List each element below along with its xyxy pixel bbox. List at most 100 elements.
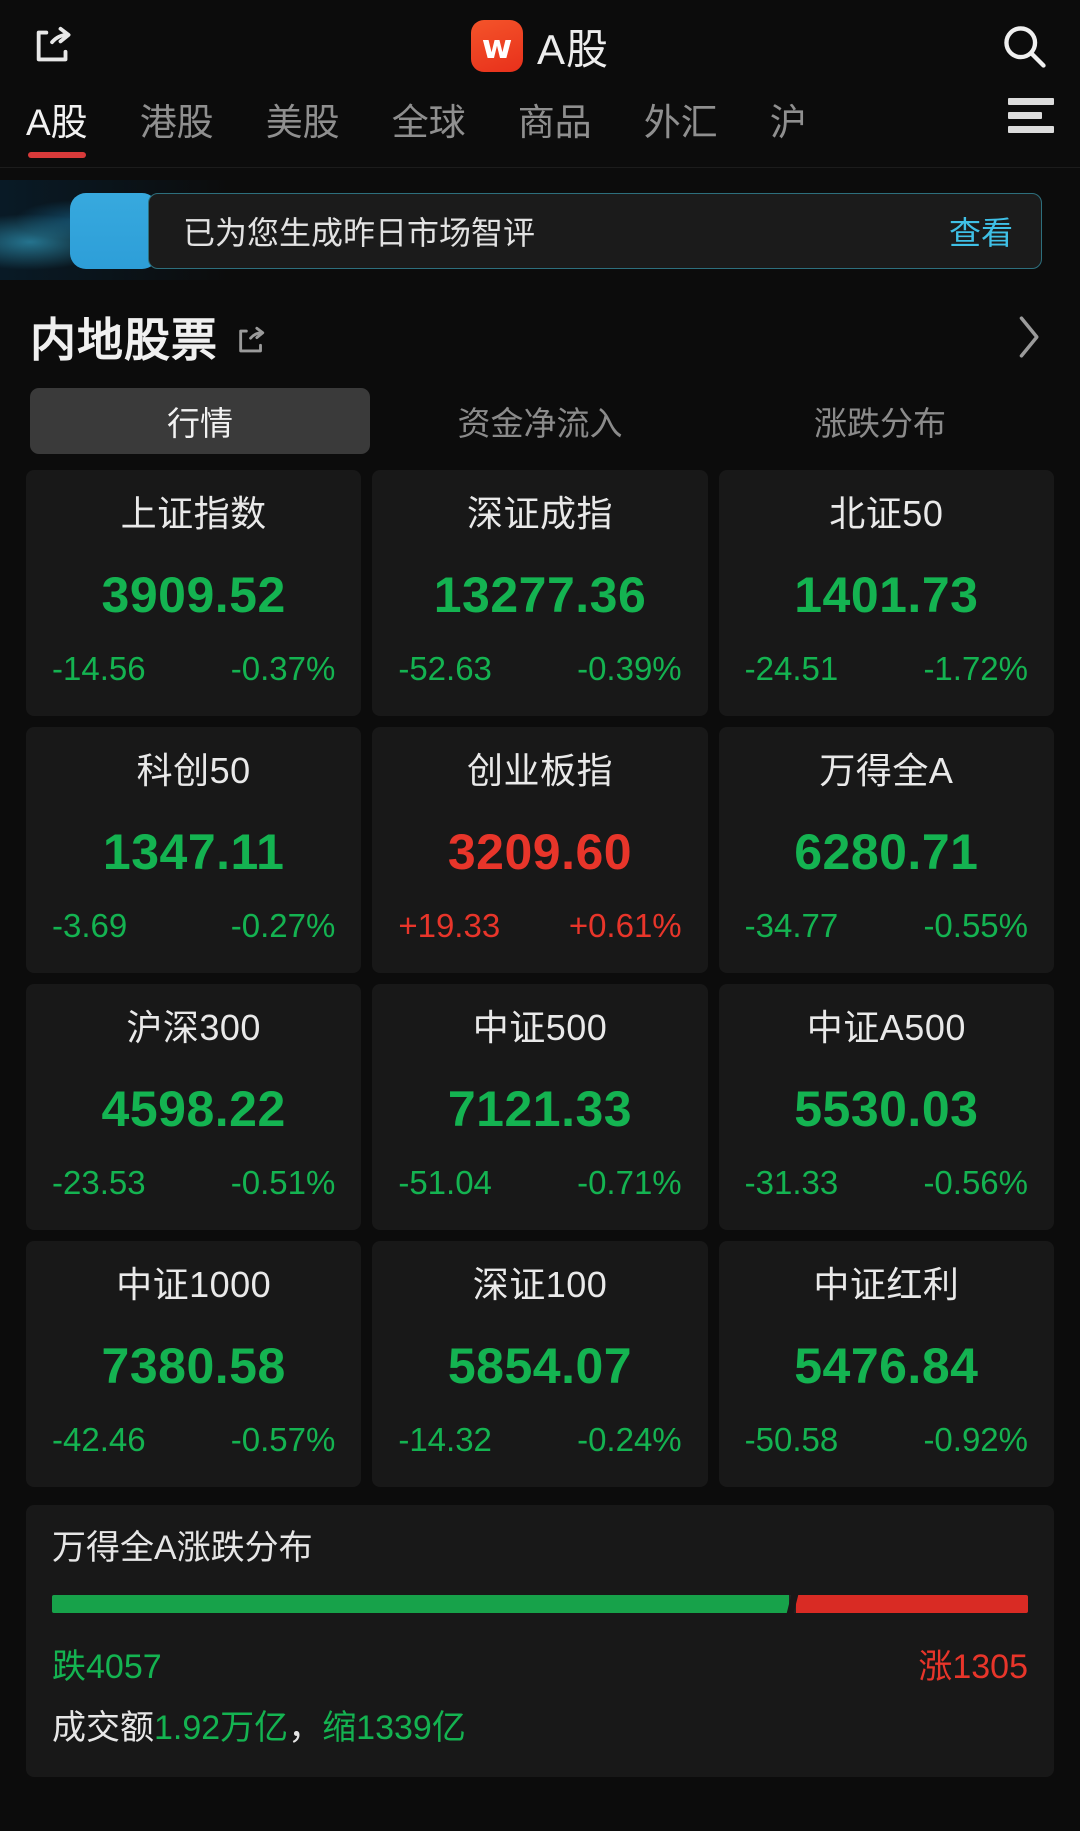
index-card-change: -3.69 [52, 907, 128, 944]
distribution-panel[interactable]: 万得全A涨跌分布 跌4057 涨1305 成交额1.92万亿，缩1339亿 [26, 1505, 1054, 1778]
section-title: 内地股票 [30, 314, 218, 366]
index-card-change-pct: -0.56% [923, 1164, 1028, 1201]
index-card[interactable]: 中证红利 5476.84 -50.58 -0.92% [718, 1241, 1054, 1487]
index-card-change: -14.32 [398, 1421, 492, 1458]
index-card-name: 万得全A [819, 750, 954, 791]
index-card-name: 深证成指 [466, 493, 613, 534]
index-card-name: 上证指数 [120, 493, 267, 534]
seg-quotes[interactable]: 行情 [30, 388, 370, 454]
tab-forex[interactable]: 外汇 [643, 102, 718, 143]
share-external-icon[interactable] [26, 18, 82, 74]
index-card-change: -24.51 [744, 650, 839, 687]
section-header[interactable]: 内地股票 [0, 280, 1080, 380]
banner-text: 已为您生成昨日市场智评 [183, 215, 536, 251]
index-card[interactable]: 科创50 1347.11 -3.69 -0.27% [26, 727, 362, 973]
index-card-deltas: -24.51 -1.72% [741, 652, 1032, 685]
distribution-title: 万得全A涨跌分布 [52, 1529, 313, 1567]
market-tabbar: A股 港股 美股 全球 商品 外汇 沪 [0, 92, 1080, 168]
index-card-change-pct: -0.71% [577, 1164, 682, 1201]
index-card-grid: 上证指数 3909.52 -14.56 -0.37% 深证成指 13277.36 -52.6… [0, 454, 1080, 1487]
tab-hk-shares[interactable]: 港股 [139, 102, 214, 143]
index-card-change: -50.58 [744, 1421, 839, 1458]
index-card-change-pct: -0.55% [923, 907, 1028, 944]
distribution-up-label: 涨1305 [918, 1648, 1028, 1686]
index-card-deltas: -14.56 -0.37% [48, 652, 339, 685]
index-card-change-pct: +0.61% [568, 907, 682, 944]
turnover-change: 缩1339亿 [322, 1709, 466, 1747]
index-card-value: 1401.73 [794, 567, 979, 623]
index-card-name: 深证100 [472, 1264, 608, 1305]
index-card-change: -31.33 [744, 1164, 839, 1201]
banner-panel[interactable]: 已为您生成昨日市场智评 查看 [148, 193, 1042, 269]
distribution-down-label: 跌4057 [52, 1648, 162, 1686]
index-card-deltas: -3.69 -0.27% [48, 909, 339, 942]
index-card-deltas: -14.32 -0.24% [394, 1423, 685, 1456]
tab-list: A股 港股 美股 全球 商品 外汇 沪 [26, 92, 992, 158]
index-card-change: +19.33 [398, 907, 501, 944]
index-card-value: 3209.60 [447, 824, 633, 880]
chevron-right-icon[interactable] [1010, 311, 1050, 363]
index-card[interactable]: 中证1000 7380.58 -42.46 -0.57% [26, 1241, 362, 1487]
index-card-change: -52.63 [398, 650, 492, 687]
index-card-name: 创业板指 [466, 750, 613, 791]
index-card-change: -42.46 [52, 1421, 146, 1458]
tab-shanghai[interactable]: 沪 [769, 102, 807, 143]
index-card-name: 北证50 [829, 493, 944, 534]
index-card-value: 5530.03 [794, 1081, 979, 1137]
seg-updown-distribution[interactable]: 涨跌分布 [814, 405, 946, 442]
distribution-bar-up-segment [795, 1595, 1028, 1613]
index-card[interactable]: 万得全A 6280.71 -34.77 -0.55% [718, 727, 1054, 973]
tab-us-shares[interactable]: 美股 [265, 102, 340, 143]
seg-net-inflow[interactable]: 资金净流入 [457, 405, 623, 442]
index-card[interactable]: 中证A500 5530.03 -31.33 -0.56% [718, 984, 1054, 1230]
tab-a-shares[interactable]: A股 [26, 92, 88, 158]
index-card[interactable]: 深证成指 13277.36 -52.63 -0.39% [372, 470, 708, 716]
index-card[interactable]: 中证500 7121.33 -51.04 -0.71% [372, 984, 708, 1230]
segmented-control: 行情 资金净流入 涨跌分布 [0, 380, 1080, 454]
index-card-change: -14.56 [52, 650, 146, 687]
index-card-change-pct: -0.27% [230, 907, 336, 944]
distribution-bar [52, 1595, 1028, 1613]
index-card-deltas: -34.77 -0.55% [741, 909, 1032, 942]
banner-view-link[interactable]: 查看 [948, 215, 1013, 251]
index-card-change-pct: -0.39% [577, 650, 682, 687]
index-card-change-pct: -1.72% [923, 650, 1028, 687]
index-card-change-pct: -0.57% [230, 1421, 336, 1458]
index-card-change: -34.77 [744, 907, 839, 944]
tab-commodities[interactable]: 商品 [517, 102, 592, 143]
turnover-prefix: 成交额 [52, 1709, 154, 1747]
index-card-value: 4598.22 [101, 1081, 286, 1137]
index-card-name: 科创50 [136, 750, 251, 791]
index-card-name: 中证500 [472, 1007, 608, 1048]
index-card[interactable]: 深证100 5854.07 -14.32 -0.24% [372, 1241, 708, 1487]
index-card-name: 中证A500 [806, 1007, 966, 1048]
index-card[interactable]: 创业板指 3209.60 +19.33 +0.61% [372, 727, 708, 973]
index-card-change-pct: -0.24% [577, 1421, 682, 1458]
index-card-value: 3909.52 [101, 567, 286, 623]
section-share-external-icon[interactable] [234, 323, 270, 359]
index-card[interactable]: 沪深300 4598.22 -23.53 -0.51% [26, 984, 362, 1230]
list-menu-icon[interactable] [1008, 92, 1054, 138]
turnover-separator: ， [288, 1709, 323, 1747]
index-card[interactable]: 上证指数 3909.52 -14.56 -0.37% [26, 470, 362, 716]
index-card-deltas: -51.04 -0.71% [394, 1166, 685, 1199]
index-card-name: 中证1000 [116, 1264, 272, 1305]
search-icon[interactable] [994, 16, 1054, 76]
banner-badge-icon [70, 193, 158, 269]
app-header: w A股 [0, 0, 1080, 92]
ai-summary-banner[interactable]: 已为您生成昨日市场智评 查看 [0, 180, 1080, 280]
index-card-change: -51.04 [398, 1164, 492, 1201]
index-card-deltas: -31.33 -0.56% [741, 1166, 1032, 1199]
distribution-bar-down-segment [52, 1595, 789, 1613]
index-card-value: 5476.84 [794, 1338, 979, 1394]
index-card-value: 7380.58 [101, 1338, 286, 1394]
index-card-value: 6280.71 [794, 824, 979, 880]
index-card-deltas: -23.53 -0.51% [48, 1166, 339, 1199]
wind-logo-icon: w [470, 20, 523, 72]
index-card[interactable]: 北证50 1401.73 -24.51 -1.72% [718, 470, 1054, 716]
header-brand: w A股 [0, 0, 1080, 92]
tab-global[interactable]: 全球 [391, 102, 466, 143]
turnover-row: 成交额1.92万亿，缩1339亿 [52, 1709, 1028, 1747]
index-card-change-pct: -0.92% [923, 1421, 1028, 1458]
